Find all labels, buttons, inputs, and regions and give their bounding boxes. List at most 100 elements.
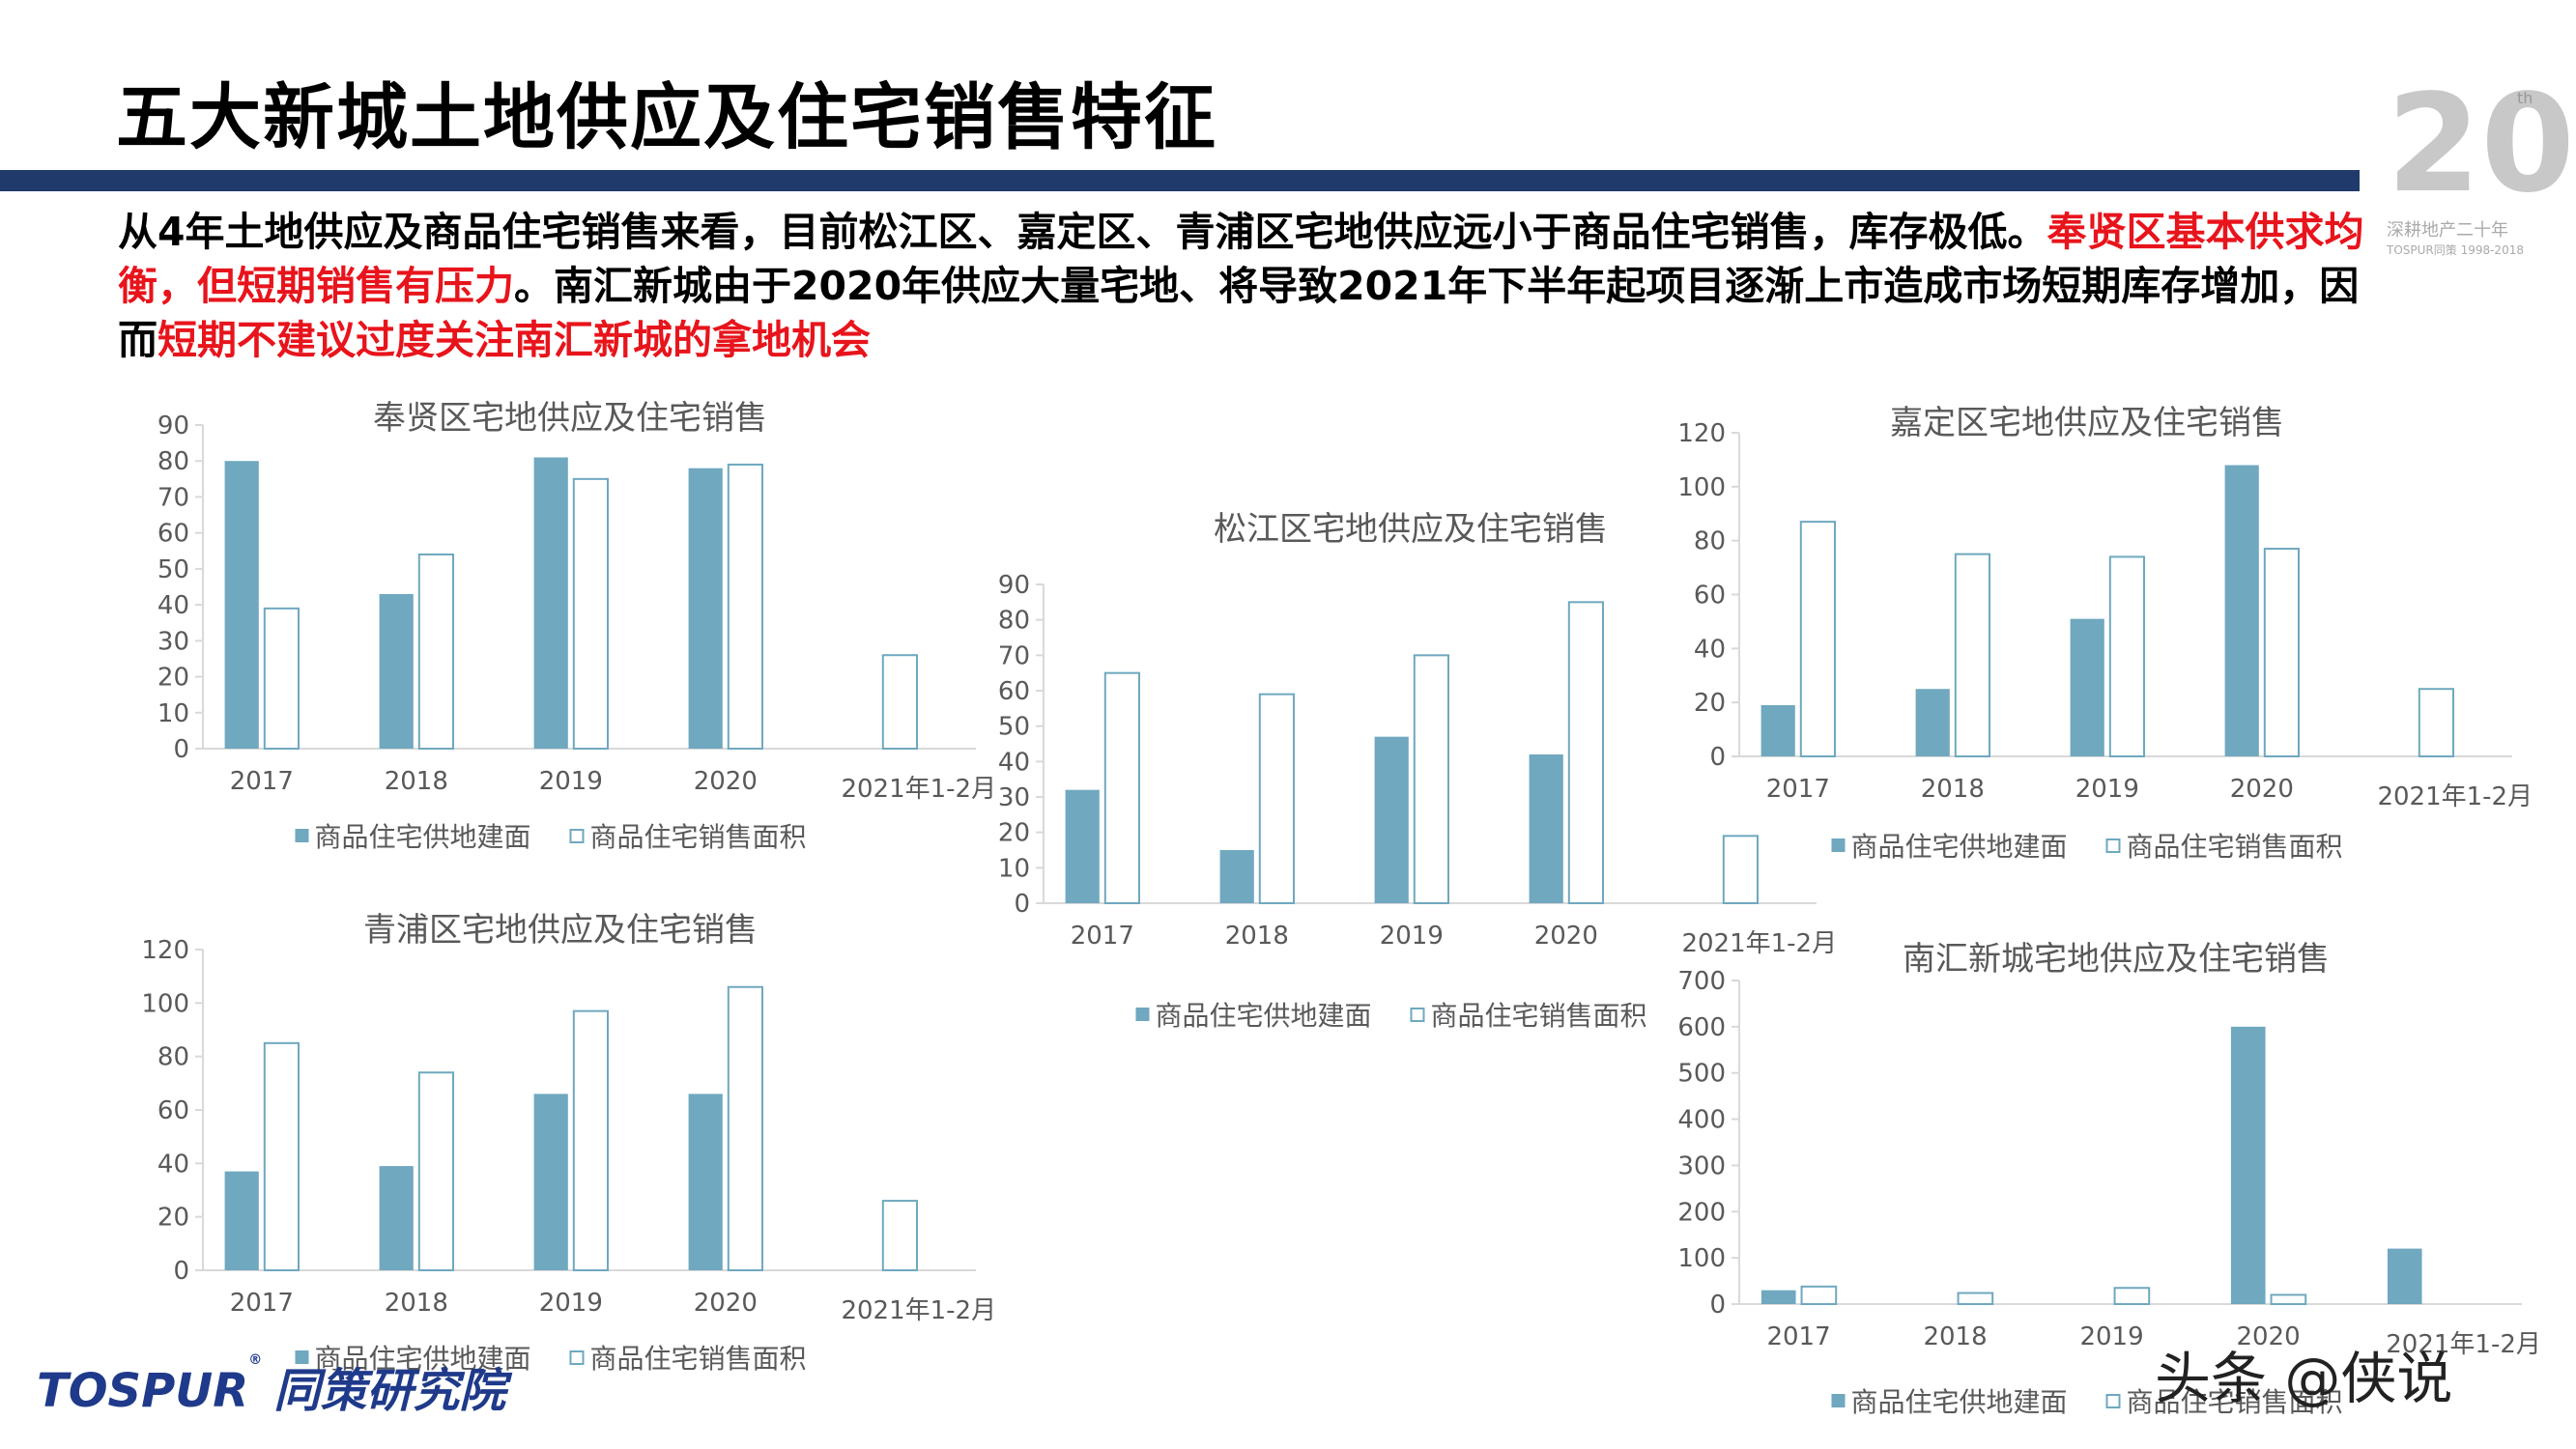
chart-title: 嘉定区宅地供应及住宅销售 <box>1890 404 2284 442</box>
bar-sales <box>1722 835 1759 905</box>
brand-name: TOSPUR <box>37 1364 249 1418</box>
bar-sales <box>2263 548 2300 757</box>
bar-sales <box>1957 1292 1994 1305</box>
bar-supply <box>379 593 414 749</box>
legend-item-sales: 商品住宅销售面积 <box>569 1343 807 1375</box>
y-tick-label: 400 <box>1677 1106 1726 1135</box>
y-tick-label: 20 <box>157 1204 189 1233</box>
summary-text: 从4年土地供应及商品住宅销售来看，目前松江区、嘉定区、青浦区宅地供应远小于商品住… <box>118 205 2369 367</box>
legend-item-supply: 商品住宅供地建面 <box>1831 1386 2068 1418</box>
y-tick-label: 0 <box>173 735 189 764</box>
y-tick-label: 40 <box>157 591 189 620</box>
chart-title: 南汇新城宅地供应及住宅销售 <box>1903 940 2330 979</box>
y-tick-label: 100 <box>141 989 189 1018</box>
x-tick-label: 2021年1-2月 <box>2386 1330 2541 1359</box>
bar-sales <box>727 463 763 750</box>
summary-highlight-1: 奉贤区基本供求均衡，但短期销售有压力 <box>118 209 2364 309</box>
chart-jiading: 嘉定区宅地供应及住宅销售 0 20 40 60 80 100 120 2017 2018 2019 2… <box>1662 396 2533 869</box>
x-tick-label: 2018 <box>385 767 448 796</box>
y-tick-label: 50 <box>157 555 189 584</box>
bar-supply <box>224 461 259 749</box>
bar-sales <box>263 1041 301 1271</box>
chart-svg: 0 10 20 30 40 50 60 70 80 90 2017 2018 2019 2020 2021年… <box>157 412 996 804</box>
y-tick-label: 10 <box>157 699 189 728</box>
chart-nanhui: 南汇新城宅地供应及住宅销售 0 100 200 300 400 500 600 700 2017 2… <box>1662 932 2541 1418</box>
chart-legend: 商品住宅供地建面 商品住宅销售面积 <box>1135 995 1685 1034</box>
legend-item-sales: 商品住宅销售面积 <box>2105 831 2343 863</box>
legend-item-sales: 商品住宅销售面积 <box>569 821 807 853</box>
legend-label-supply: 商品住宅供地建面 <box>314 1343 531 1375</box>
legend-item-supply: 商品住宅供地建面 <box>1135 1000 1372 1032</box>
bar-supply <box>1374 736 1409 903</box>
brand-name-cn: 同策研究院 <box>273 1364 506 1418</box>
summary-part-3: 。南汇新城由于2020年供应大量宅地、将导致2021年下半年起项目逐渐上市造成市… <box>118 263 2360 363</box>
logo-caption: 深耕地产二十年 <box>2387 220 2508 241</box>
y-tick-label: 60 <box>998 677 1030 706</box>
chart-legend: 商品住宅供地建面 商品住宅销售面积 <box>1831 1381 2381 1420</box>
legend-swatch-supply <box>295 829 309 842</box>
y-tick-label: 0 <box>173 1257 189 1286</box>
bar-sales <box>1103 671 1141 904</box>
x-tick-label: 2017 <box>1071 922 1134 951</box>
legend-swatch-sales <box>1410 1007 1425 1022</box>
bar-sales <box>417 1071 454 1271</box>
chart-legend: 商品住宅供地建面 商品住宅销售面积 <box>295 1338 844 1377</box>
legend-label-supply: 商品住宅供地建面 <box>1850 831 2068 863</box>
chart-title: 松江区宅地供应及住宅销售 <box>1214 510 1608 549</box>
y-tick-label: 80 <box>157 1043 189 1072</box>
summary-highlight-2: 短期不建议过度关注南汇新城的拿地机会 <box>157 317 871 363</box>
x-tick-label: 2017 <box>1766 1322 1830 1351</box>
legend-swatch-supply <box>1831 1394 1846 1407</box>
bar-sales <box>881 1200 918 1272</box>
y-tick-label: 600 <box>1677 1013 1726 1042</box>
x-tick-label: 2021年1-2月 <box>1681 929 1837 958</box>
logo-caption-2: TOSPUR同策 1998-2018 <box>2387 243 2524 257</box>
y-tick-label: 20 <box>157 664 189 693</box>
bar-supply <box>2224 465 2259 756</box>
bar-sales <box>263 607 301 750</box>
y-tick-label: 0 <box>1709 743 1726 772</box>
y-tick-label: 30 <box>998 783 1030 812</box>
legend-label-supply: 商品住宅供地建面 <box>1155 1000 1372 1032</box>
y-tick-label: 120 <box>1677 419 1726 448</box>
chart-title: 奉贤区宅地供应及住宅销售 <box>373 399 767 438</box>
bar-supply <box>1760 1290 1796 1304</box>
bar-sales <box>572 477 609 750</box>
legend-swatch-sales <box>569 1350 585 1365</box>
bar-supply <box>688 1094 723 1270</box>
x-tick-label: 2020 <box>694 1289 758 1318</box>
y-tick-label: 20 <box>998 819 1030 848</box>
x-tick-label: 2017 <box>230 1289 294 1318</box>
bar-sales <box>572 1009 609 1271</box>
x-tick-label: 2017 <box>1766 775 1830 804</box>
bar-sales <box>2418 688 2454 758</box>
logo-number: 20 <box>2387 66 2575 223</box>
y-tick-label: 70 <box>157 483 189 512</box>
legend-label-sales: 商品住宅销售面积 <box>2126 1386 2343 1418</box>
chart-songjiang: 松江区宅地供应及住宅销售 0 10 20 30 40 50 60 70 80 90 2017 2018 2… <box>966 502 1837 1043</box>
x-tick-label: 2018 <box>1225 922 1289 951</box>
bar-supply <box>688 468 723 749</box>
chart-title: 青浦区宅地供应及住宅销售 <box>363 911 758 950</box>
legend-label-sales: 商品住宅销售面积 <box>2126 831 2343 863</box>
chart-svg: 0 20 40 60 80 100 120 2017 2018 2019 2020 2021年1-2月 <box>1677 419 2533 811</box>
y-tick-label: 0 <box>1709 1291 1726 1320</box>
x-tick-label: 2019 <box>1380 922 1444 951</box>
x-tick-label: 2021年1-2月 <box>2377 782 2533 811</box>
bar-supply <box>2230 1026 2266 1304</box>
y-tick-label: 80 <box>157 447 189 476</box>
x-tick-label: 2020 <box>1534 922 1598 951</box>
bar-supply <box>1760 704 1795 756</box>
y-tick-label: 100 <box>1677 1244 1726 1273</box>
bar-sales <box>727 985 763 1271</box>
summary-part-1: 从4年土地供应及商品住宅销售来看，目前松江区、嘉定区、青浦区宅地供应远小于商品住… <box>118 209 2047 255</box>
legend-label-supply: 商品住宅供地建面 <box>314 821 531 853</box>
x-tick-label: 2020 <box>2236 1322 2300 1351</box>
y-tick-label: 60 <box>157 520 189 549</box>
x-tick-label: 2019 <box>539 767 603 796</box>
x-tick-label: 2019 <box>539 1289 603 1318</box>
chart-svg: 0 20 40 60 80 100 120 2017 2018 2019 2020 2021年1-2月 <box>141 936 996 1325</box>
bar-sales <box>1413 654 1449 904</box>
bar-sales <box>417 554 454 750</box>
bar-sales <box>2270 1293 2307 1305</box>
